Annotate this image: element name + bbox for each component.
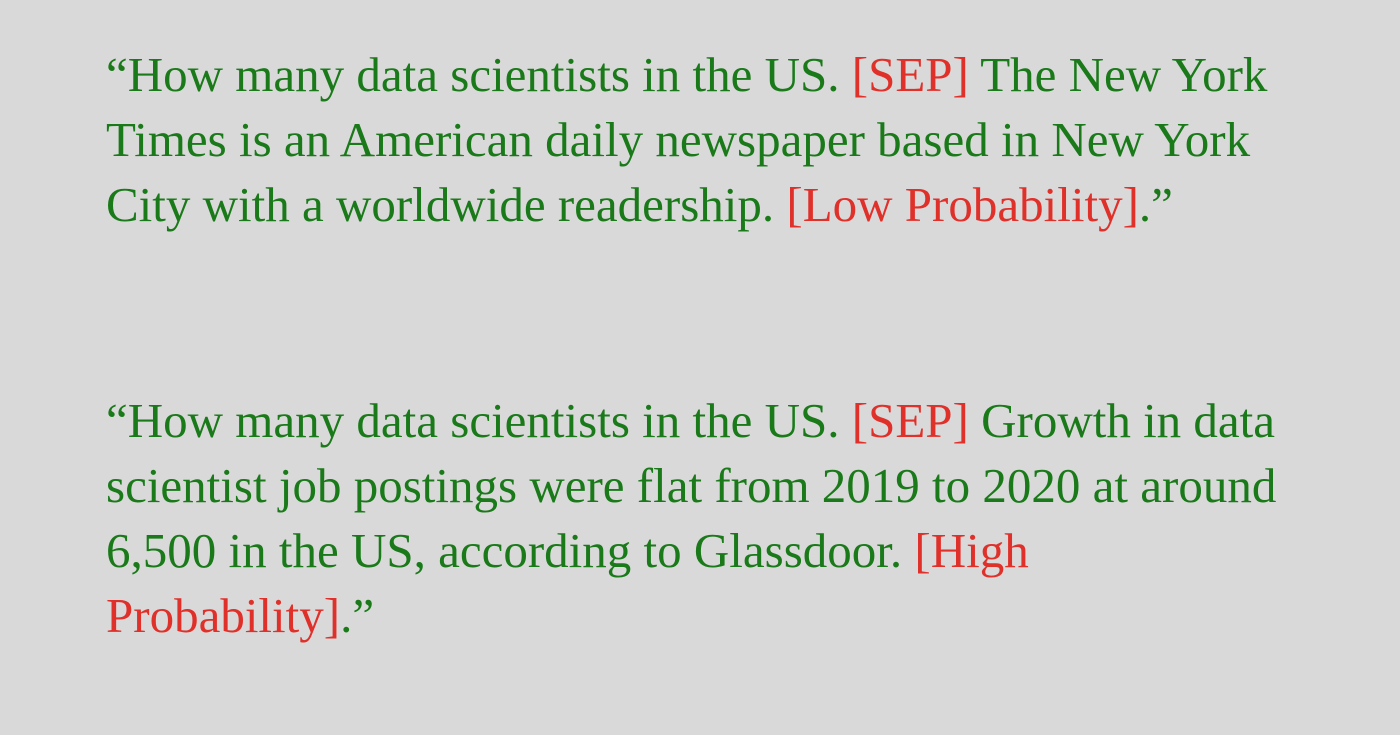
probability-label: [High Probability] — [106, 523, 1029, 643]
passage-text: The New York Times is an American daily … — [106, 47, 1268, 232]
passage-text: Growth in data scientist job postings we… — [106, 393, 1277, 578]
open-quote: “ — [106, 47, 128, 102]
close-quote: .” — [1138, 177, 1173, 232]
example-low-probability: “How many data scientists in the US. [SE… — [106, 42, 1306, 237]
sep-token: [SEP] — [851, 393, 969, 448]
query-text: How many data scientists in the US. — [127, 47, 840, 102]
close-quote: .” — [340, 588, 375, 643]
open-quote: “ — [106, 393, 128, 448]
sep-token: [SEP] — [851, 47, 969, 102]
probability-label: [Low Probability] — [786, 177, 1139, 232]
query-text: How many data scientists in the US. — [127, 393, 840, 448]
example-high-probability: “How many data scientists in the US. [SE… — [106, 388, 1306, 648]
